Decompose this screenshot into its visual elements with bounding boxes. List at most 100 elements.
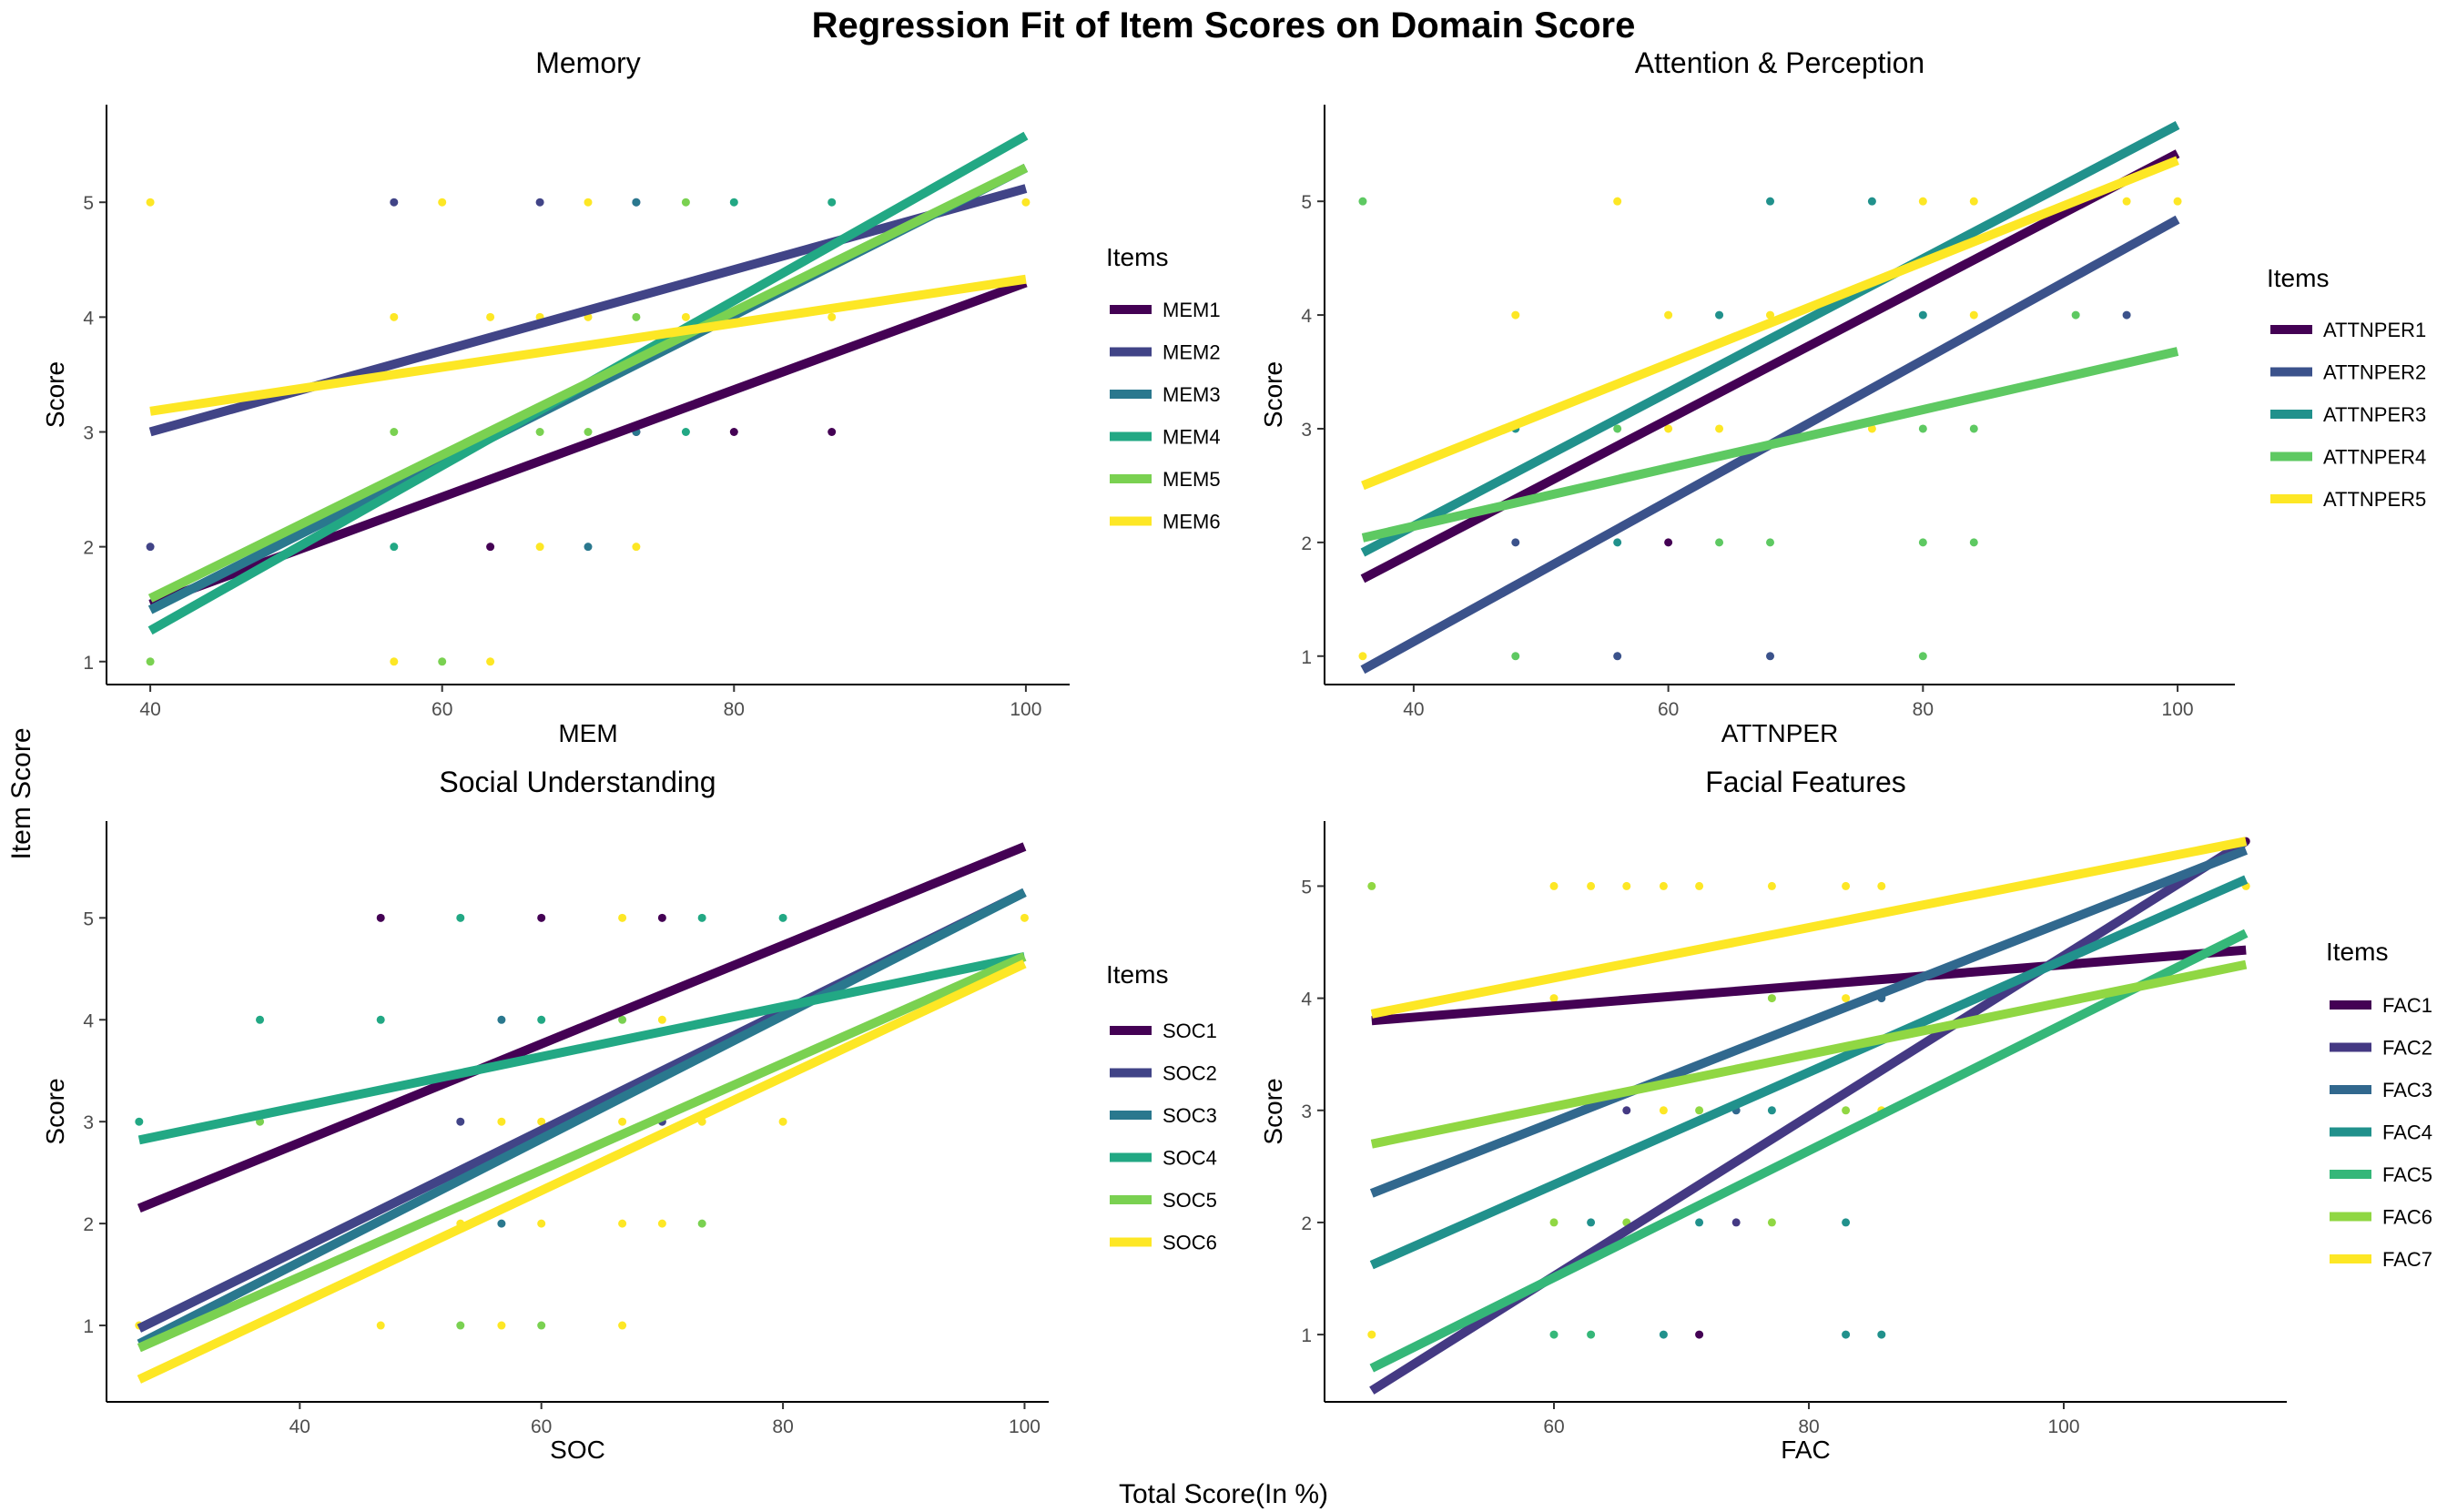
x-tick-label: 60 [1543,1416,1564,1437]
page-title: Regression Fit of Item Scores on Domain … [811,5,1636,46]
data-point-soc5 [618,1015,627,1024]
data-point-mem6 [828,312,837,321]
data-point-mem2 [535,198,544,207]
data-point-fac4 [1842,1218,1851,1227]
data-point-attnper3 [1715,310,1724,320]
data-point-soc6 [537,1219,546,1228]
y-axis-label: Score [41,361,69,428]
data-point-attnper5 [1918,197,1927,206]
data-point-soc2 [456,1117,465,1126]
data-point-attnper1 [1664,538,1673,547]
data-point-attnper4 [1918,424,1927,433]
data-point-fac6 [1767,1218,1776,1227]
legend: Items SOC1 SOC2 SOC3 SOC4 SOC5 SOC6 [1106,960,1217,1254]
data-point-soc6 [618,1321,627,1330]
data-point-soc6 [537,1117,546,1126]
legend-label-mem5: MEM5 [1163,468,1221,491]
x-tick-label: 100 [1009,1416,1041,1437]
y-tick-label: 4 [83,308,94,329]
y-tick-label: 5 [1301,192,1312,213]
data-point-attnper2 [1766,652,1775,661]
y-tick-label: 3 [1301,1101,1312,1122]
legend-label-mem1: MEM1 [1163,299,1221,321]
data-point-attnper5 [1664,424,1673,433]
data-point-fac4 [1659,1330,1668,1339]
x-tick-label: 40 [289,1416,310,1437]
y-tick-label: 4 [1301,989,1312,1010]
data-point-attnper2 [1511,538,1520,547]
data-point-mem6 [486,312,495,321]
data-point-mem6 [486,657,495,666]
regression-line-soc6 [137,959,1027,1384]
data-point-fac4 [1695,1218,1704,1227]
y-tick-label: 1 [1301,647,1312,668]
data-point-fac7 [1549,881,1559,890]
x-tick-label: 100 [2162,699,2194,720]
data-point-mem5 [535,427,544,436]
data-point-mem6 [390,657,399,666]
data-point-soc4 [778,913,787,922]
x-tick-label: 60 [1658,699,1679,720]
data-point-attnper5 [1358,652,1367,661]
data-point-soc5 [456,1321,465,1330]
y-axis-label: Score [1259,361,1287,428]
data-point-soc6 [657,1219,666,1228]
data-point-attnper5 [1969,310,1978,320]
legend-label-fac7: FAC7 [2382,1248,2432,1271]
data-point-fac7 [1659,881,1668,890]
legend-title: Items [1106,960,1168,989]
regression-line-soc3 [137,888,1027,1348]
x-tick-label: 40 [139,699,160,720]
x-axis-label: MEM [558,719,617,747]
data-point-attnper5 [1715,424,1724,433]
data-point-fac1 [1695,1330,1704,1339]
data-point-mem6 [584,198,593,207]
data-point-soc4 [256,1015,265,1024]
data-point-soc4 [456,913,465,922]
x-tick-label: 40 [1403,699,1424,720]
y-axis-label: Score [1259,1078,1287,1144]
data-point-mem1 [486,543,495,552]
data-point-mem5 [146,657,155,666]
x-axis-label: FAC [1781,1436,1830,1464]
data-point-fac7 [1587,881,1596,890]
x-tick-label: 80 [1798,1416,1819,1437]
legend-label-mem2: MEM2 [1163,341,1221,364]
y-tick-label: 1 [1301,1325,1312,1346]
legend: Items ATTNPER1 ATTNPER2 ATTNPER3 ATTNPER4 ATT… [2267,264,2426,511]
legend-title: Items [2267,264,2329,292]
regression-line-attnper5 [1361,156,2179,491]
regression-line-attnper4 [1361,347,2179,543]
data-point-attnper4 [1358,197,1367,206]
x-tick-label: 100 [1010,699,1041,720]
x-axis-label: ATTNPER [1721,719,1839,747]
y-axis-label: Score [41,1078,69,1144]
data-point-attnper5 [1664,310,1673,320]
x-tick-label: 100 [2047,1416,2079,1437]
legend-label-mem4: MEM4 [1163,426,1221,449]
legend: Items MEM1 MEM2 MEM3 MEM4 MEM5 MEM6 [1106,243,1221,533]
y-tick-label: 3 [83,1112,94,1133]
data-point-mem5 [681,198,690,207]
data-point-mem6 [390,312,399,321]
data-point-soc1 [537,913,546,922]
regression-line-fac1 [1371,945,2247,1026]
data-point-mem6 [146,198,155,207]
y-tick-label: 5 [83,908,94,929]
data-point-fac6 [1695,1106,1704,1115]
data-point-mem6 [632,543,641,552]
data-point-fac6 [1767,994,1776,1003]
data-point-mem2 [390,198,399,207]
data-point-soc3 [497,1015,506,1024]
legend-title: Items [2326,938,2388,966]
legend-label-fac2: FAC2 [2382,1037,2432,1060]
x-tick-label: 80 [1913,699,1934,720]
data-point-mem1 [828,427,837,436]
data-point-attnper2 [2122,310,2131,320]
data-point-mem4 [828,198,837,207]
legend-label-fac4: FAC4 [2382,1121,2432,1144]
data-point-attnper3 [1867,197,1876,206]
data-point-attnper5 [1969,197,1978,206]
chart-panel-social-understanding: Social Understanding 1 2 3 4 5 40 60 80 100 SOC Sco… [41,766,1217,1464]
data-point-attnper4 [1715,538,1724,547]
